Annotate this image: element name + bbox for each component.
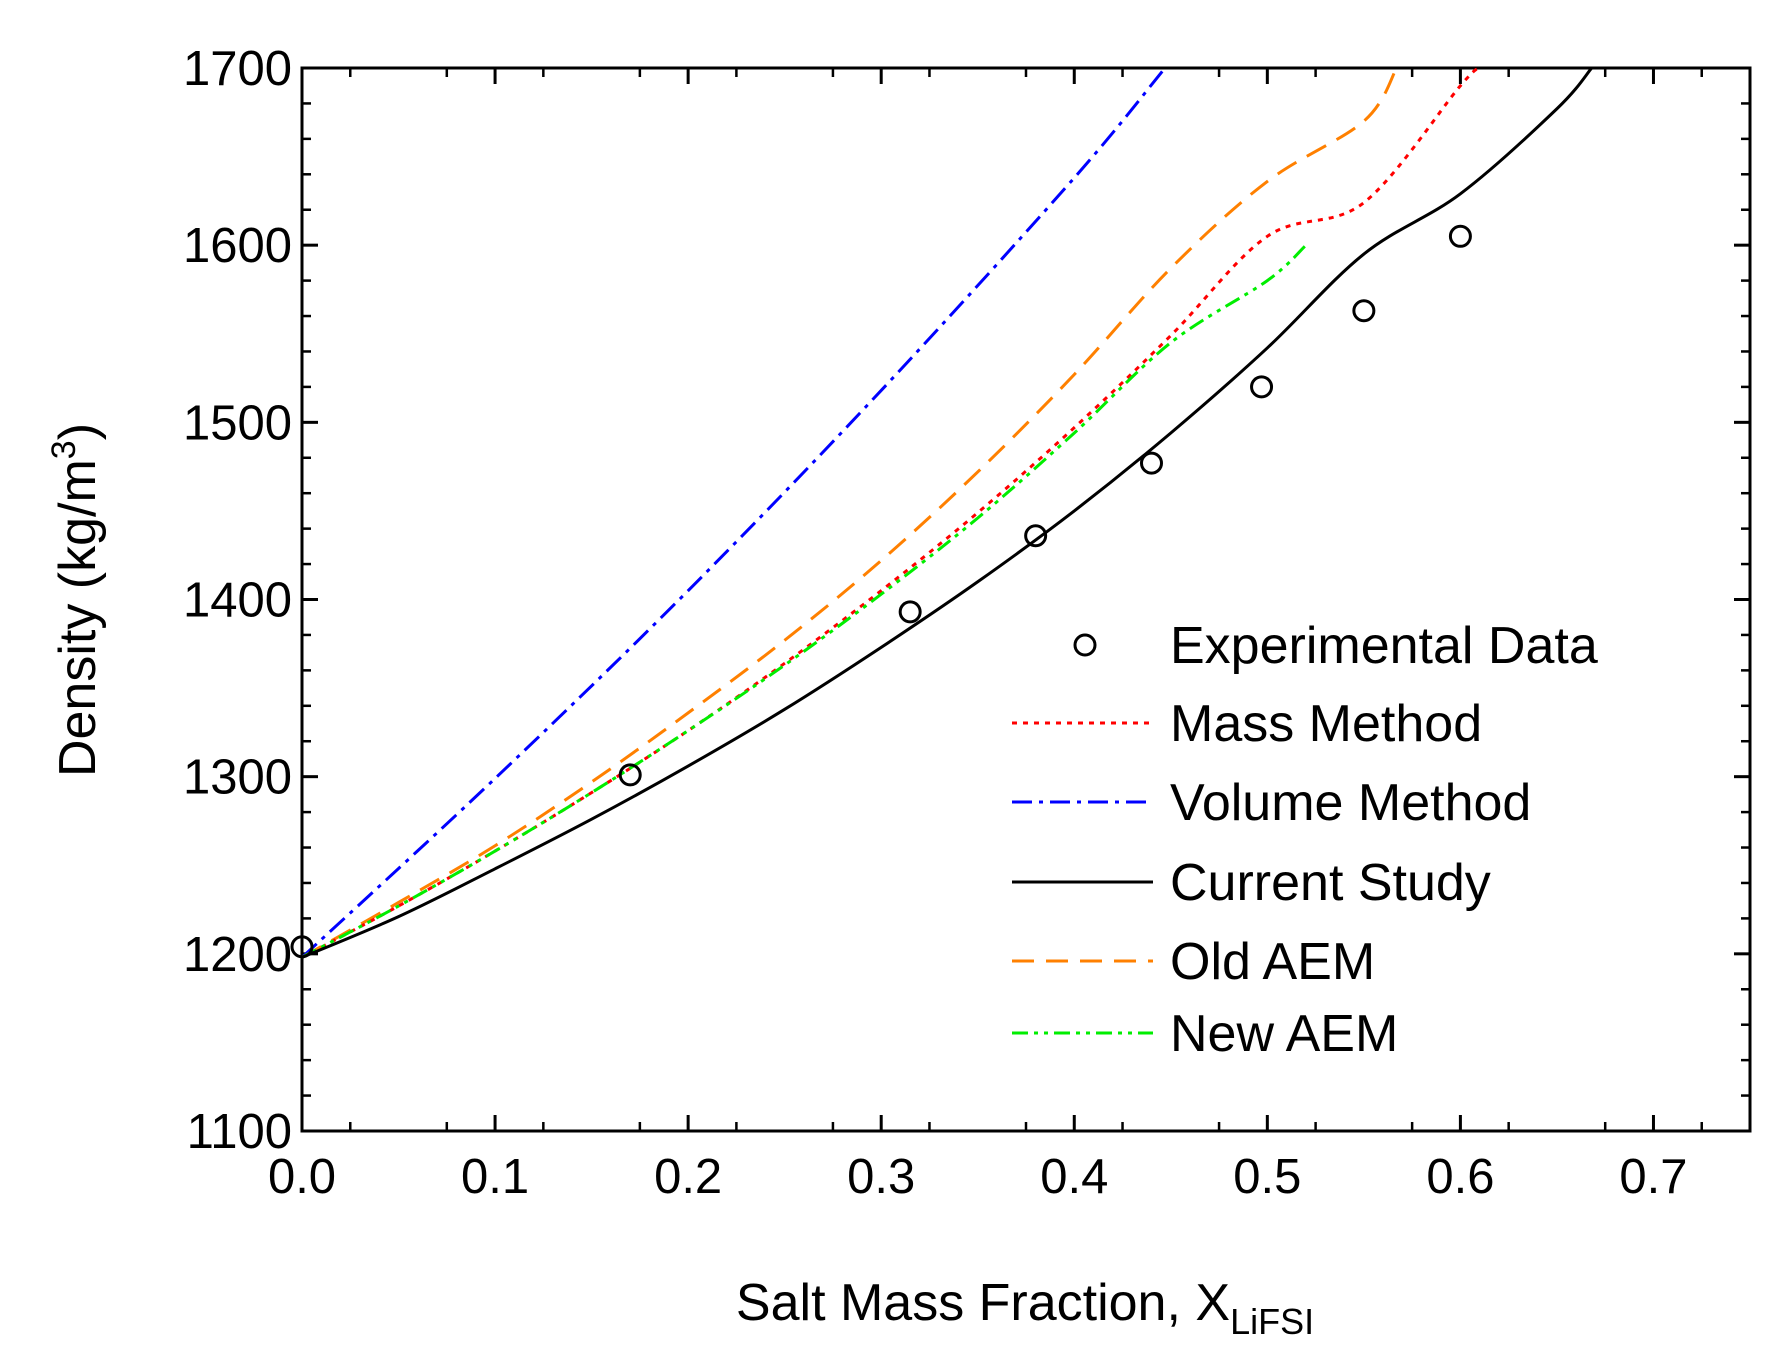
x-tick-label: 0.4 [1040, 1150, 1108, 1204]
y-tick-label: 1500 [183, 396, 292, 450]
y-tick-label: 1100 [187, 1105, 292, 1159]
x-axis-title-subscript: LiFSI [1230, 1301, 1314, 1342]
x-tick-label: 0.6 [1426, 1150, 1494, 1204]
y-tick-label: 1200 [183, 928, 292, 982]
x-tick-label: 0.3 [847, 1150, 915, 1204]
legend-label-mass-method: Mass Method [1170, 695, 1482, 753]
experimental-data-point [1448, 224, 1472, 248]
experimental-data-point [1250, 375, 1274, 399]
experimental-data-point [1352, 299, 1376, 323]
x-axis-tick-labels: 0.0 0.1 0.2 0.3 0.4 0.5 0.6 0.7 [268, 1150, 1688, 1204]
x-tick-label: 0.0 [268, 1150, 336, 1204]
axis-ticks [300, 66, 1750, 1133]
series-layer [290, 66, 1593, 959]
y-axis-title: Density (kg/m3) [45, 423, 107, 777]
legend-marker-experimental-data [1073, 633, 1097, 657]
y-tick-label: 1300 [183, 751, 292, 805]
y-tick-label: 1700 [183, 42, 292, 96]
legend-label-current-study: Current Study [1170, 854, 1491, 912]
experimental-data-point [1024, 524, 1048, 548]
x-axis-title-main: Salt Mass Fraction, X [736, 1274, 1230, 1332]
y-tick-label: 1600 [183, 219, 292, 273]
experimental-data-point [1139, 451, 1163, 475]
experimental-data-point [898, 600, 922, 624]
mass-method-line [301, 66, 1481, 959]
legend-label-experimental-data: Experimental Data [1170, 617, 1598, 675]
experimental-data-point [618, 763, 642, 787]
x-tick-label: 0.1 [461, 1150, 529, 1204]
legend-label-new-aem: New AEM [1170, 1005, 1398, 1063]
legend-label-old-aem: Old AEM [1170, 933, 1375, 991]
y-axis-title-main: Density (kg/m [49, 459, 107, 777]
x-tick-label: 0.5 [1233, 1150, 1301, 1204]
legend-label-volume-method: Volume Method [1170, 774, 1531, 832]
current-study-line [301, 67, 1593, 959]
old-aem-line [301, 67, 1399, 959]
x-axis-title: Salt Mass Fraction, XLiFSI [736, 1274, 1314, 1342]
experimental-data-point [290, 935, 314, 959]
y-axis-tick-labels: 1100 1200 1300 1400 1500 1600 1700 [183, 42, 292, 1159]
y-tick-label: 1400 [183, 574, 292, 628]
x-tick-label: 0.7 [1619, 1150, 1687, 1204]
experimental-data-points [290, 224, 1472, 959]
x-tick-label: 0.2 [654, 1150, 722, 1204]
y-axis-title-superscript: 3 [45, 440, 83, 459]
legend: Experimental Data Mass Method Volume Met… [1012, 617, 1598, 1063]
y-axis-title-close: ) [49, 423, 107, 440]
